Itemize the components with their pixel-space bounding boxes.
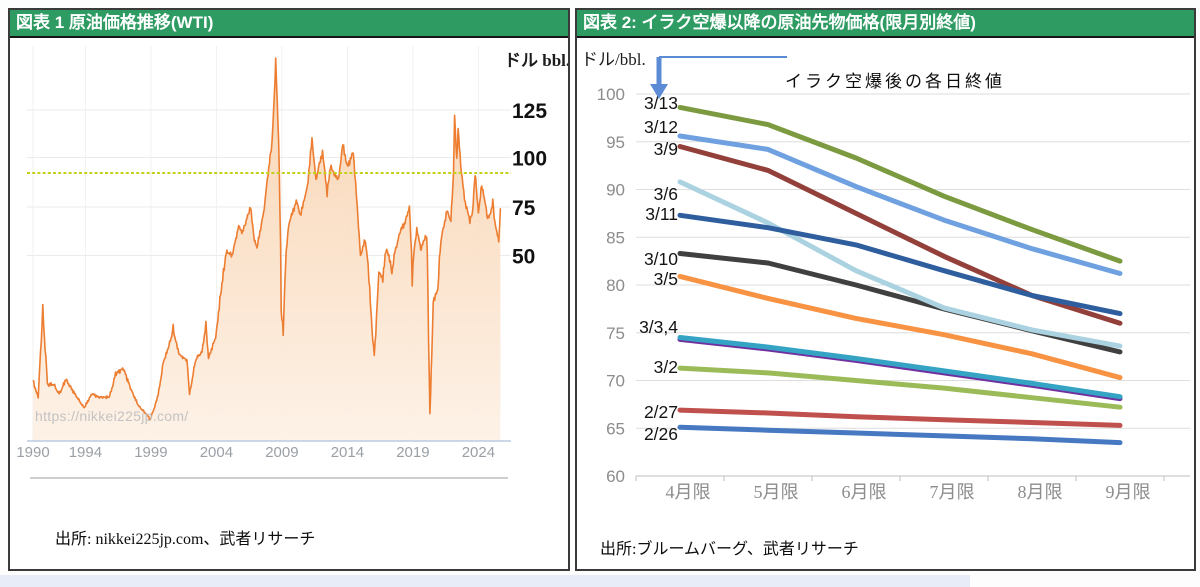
svg-text:65: 65 xyxy=(606,419,625,438)
futures-line-chart: 60 65 70 75 80 85 90 95 100 4月限 5月限 6月限 7月限 8月限 9月限 3/1… xyxy=(597,56,1190,502)
svg-text:7月限: 7月限 xyxy=(930,482,975,502)
series-label-3/5: 3/5 xyxy=(654,269,678,289)
left-unit-label: ドル bbl. xyxy=(504,51,568,70)
left-chart-header: 図表 1 原油価格推移(WTI) xyxy=(10,10,568,38)
series-label-3/10: 3/10 xyxy=(644,249,678,269)
series-label-3/2: 3/2 xyxy=(654,357,678,377)
series-label-3/3,4: 3/3,4 xyxy=(639,317,678,337)
series-line-3/12 xyxy=(677,133,1123,276)
series-line-3/5 xyxy=(677,273,1123,381)
series-label-2/26: 2/26 xyxy=(644,424,678,444)
svg-text:2014: 2014 xyxy=(331,444,364,461)
arrow-head-icon xyxy=(650,84,668,99)
wti-area-chart: 125 100 75 50 1990 1994 1999 2004 2009 2014 2019 20… xyxy=(16,46,547,479)
left-source-text: 出所: nikkei225jp.com、武者リサーチ xyxy=(55,531,316,548)
right-y-tick-labels: 60 65 70 75 80 85 90 95 100 xyxy=(597,85,625,486)
svg-text:70: 70 xyxy=(606,372,625,391)
series-line-3/3,4 xyxy=(677,335,1123,400)
svg-text:2004: 2004 xyxy=(200,444,233,461)
wti-area-fill xyxy=(33,58,501,441)
series-line-3/11 xyxy=(677,212,1123,317)
svg-text:100: 100 xyxy=(597,85,625,104)
svg-text:6月限: 6月限 xyxy=(842,482,887,502)
right-chart-title: 図表 2: イラク空爆以降の原油先物価格(限月別終値) xyxy=(583,13,976,32)
series-line-2/26 xyxy=(677,424,1123,446)
svg-text:8月限: 8月限 xyxy=(1018,482,1063,502)
wti-price-line xyxy=(32,57,502,421)
series-date-labels: 3/13 3/123/9 3/63/11 3/103/5 3/3,4 3/2 2/272/2… xyxy=(639,93,678,444)
svg-text:80: 80 xyxy=(606,276,625,295)
left-chart-panel: 図表 1 原油価格推移(WTI) 125 100 75 50 1990 1994 1999 2… xyxy=(8,8,570,571)
svg-text:4月限: 4月限 xyxy=(666,482,711,502)
svg-text:5月限: 5月限 xyxy=(754,482,799,502)
svg-text:1999: 1999 xyxy=(134,444,167,461)
series-line-2/27 xyxy=(677,407,1123,428)
chart-annotation: イラク空爆後の各日終値 xyxy=(785,72,1005,91)
right-x-tick-labels: 4月限 5月限 6月限 7月限 8月限 9月限 xyxy=(666,482,1151,502)
svg-text:75: 75 xyxy=(606,324,625,343)
series-line-3/6 xyxy=(677,179,1123,349)
watermark-text: https://nikkei225jp.com/ xyxy=(35,408,189,424)
svg-text:50: 50 xyxy=(512,246,535,269)
series-label-3/11: 3/11 xyxy=(645,204,678,224)
svg-text:1994: 1994 xyxy=(69,444,102,461)
left-chart-title: 図表 1 原油価格推移(WTI) xyxy=(16,13,214,32)
svg-text:95: 95 xyxy=(606,133,625,152)
right-x-axis-ticks xyxy=(635,476,1165,481)
right-source-text: 出所:ブルームバーグ、武者リサーチ xyxy=(600,541,859,558)
series-label-3/12: 3/12 xyxy=(644,117,678,137)
svg-text:9月限: 9月限 xyxy=(1106,482,1151,502)
svg-text:2009: 2009 xyxy=(265,444,298,461)
bottom-strip xyxy=(0,575,970,587)
svg-text:85: 85 xyxy=(606,228,625,247)
right-chart-panel: 図表 2: イラク空爆以降の原油先物価格(限月別終値) 60 65 70 75 80 85… xyxy=(575,8,1196,571)
series-label-3/13: 3/13 xyxy=(644,93,678,113)
right-chart-header: 図表 2: イラク空爆以降の原油先物価格(限月別終値) xyxy=(577,10,1194,38)
right-unit-label: ドル/bbl. xyxy=(581,50,646,69)
svg-text:60: 60 xyxy=(606,467,625,486)
svg-text:75: 75 xyxy=(512,197,536,220)
left-chart-body: 125 100 75 50 1990 1994 1999 2004 2009 2014 2019 20… xyxy=(10,38,568,569)
series-label-3/6: 3/6 xyxy=(654,184,678,204)
svg-text:125: 125 xyxy=(512,100,547,123)
series-line-3/2 xyxy=(677,365,1123,410)
callout-arrow xyxy=(650,56,787,99)
svg-text:2024: 2024 xyxy=(462,444,495,461)
left-x-tick-labels: 1990 1994 1999 2004 2009 2014 2019 2024 xyxy=(16,444,495,461)
svg-text:90: 90 xyxy=(606,181,625,200)
left-y-tick-labels: 125 100 75 50 xyxy=(512,100,547,269)
right-chart-body: 60 65 70 75 80 85 90 95 100 4月限 5月限 6月限 7月限 8月限 9月限 3/1… xyxy=(577,38,1194,569)
svg-text:2019: 2019 xyxy=(396,444,429,461)
series-line-3/13 xyxy=(677,104,1123,264)
series-line-3/3,4-overlap xyxy=(677,336,1123,402)
series-label-2/27: 2/27 xyxy=(644,402,678,422)
series-label-3/9: 3/9 xyxy=(654,139,678,159)
svg-text:1990: 1990 xyxy=(16,444,49,461)
svg-text:100: 100 xyxy=(512,148,547,171)
